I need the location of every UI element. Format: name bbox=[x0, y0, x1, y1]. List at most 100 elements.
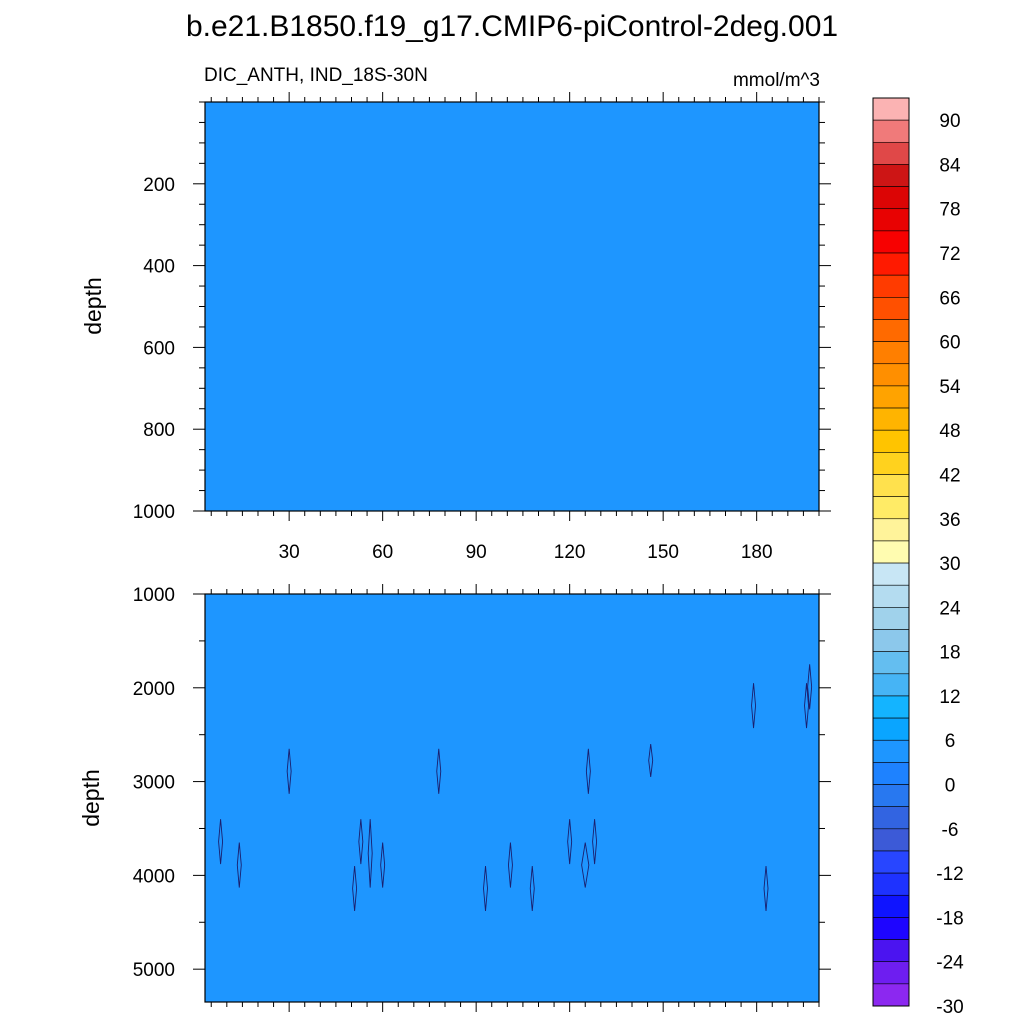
colorbar-swatch bbox=[872, 806, 910, 830]
colorbar-tick-label: 48 bbox=[939, 421, 960, 442]
colorbar-swatch bbox=[872, 164, 910, 187]
lower-contour-6 bbox=[380, 842, 386, 888]
colorbar-swatch bbox=[872, 341, 910, 365]
colorbar-swatch bbox=[872, 407, 910, 431]
lower-contour-16 bbox=[751, 683, 756, 729]
colorbar-swatch bbox=[872, 230, 910, 254]
colorbar-swatch bbox=[872, 983, 910, 1007]
colorbar-tick-label: -24 bbox=[936, 953, 964, 974]
lower-contour-2 bbox=[286, 748, 292, 794]
upper-x-tick-label: 180 bbox=[741, 542, 773, 563]
colorbar-tick-label: 72 bbox=[939, 244, 960, 265]
lower-contour-11 bbox=[567, 819, 573, 865]
colorbar-swatch bbox=[872, 429, 910, 453]
figure-title: b.e21.B1850.f19_g17.CMIP6-piControl-2deg… bbox=[186, 10, 838, 43]
colorbar-swatch bbox=[872, 673, 910, 697]
colorbar-swatch bbox=[872, 762, 910, 785]
colorbar-tick-label: 36 bbox=[939, 510, 960, 531]
lower-contour-0 bbox=[218, 819, 224, 865]
upper-y-tick-label: 600 bbox=[143, 338, 175, 359]
colorbar-tick-label: 66 bbox=[939, 288, 960, 309]
lower-contour-17 bbox=[763, 865, 769, 912]
lower-y-tick-label: 4000 bbox=[133, 866, 175, 887]
lower-field-fill bbox=[205, 594, 819, 1002]
colorbar-swatch bbox=[872, 319, 910, 342]
upper-x-tick-label: 150 bbox=[647, 542, 679, 563]
lower-contour-8 bbox=[483, 865, 488, 912]
colorbar-swatch bbox=[872, 917, 910, 940]
colorbar-swatch bbox=[872, 784, 910, 807]
lower-contour-5 bbox=[367, 819, 373, 888]
colorbar-swatch bbox=[872, 717, 910, 741]
lower-y-tick-label: 5000 bbox=[133, 960, 175, 981]
colorbar-swatch bbox=[872, 252, 910, 276]
colorbar-swatch bbox=[872, 97, 910, 121]
colorbar-tick-label: 24 bbox=[939, 598, 961, 619]
colorbar-tick-label: -18 bbox=[936, 908, 963, 929]
colorbar-swatch bbox=[872, 186, 910, 210]
colorbar-tick-label: 84 bbox=[939, 155, 961, 176]
colorbar-swatch bbox=[872, 540, 910, 564]
upper-panel: 30 60 90 120 150 180 200 400 600 800 1000 bbox=[133, 92, 831, 563]
colorbar-tick-label: 60 bbox=[939, 333, 960, 354]
colorbar: 908478726660544842363024181260-6-12-18-2… bbox=[872, 97, 964, 1018]
colorbar-swatch bbox=[872, 385, 910, 409]
colorbar-swatch bbox=[872, 474, 910, 497]
colorbar-swatch bbox=[872, 629, 910, 652]
colorbar-swatch bbox=[872, 828, 910, 852]
colorbar-swatch bbox=[872, 584, 910, 608]
colorbar-swatch bbox=[872, 894, 910, 918]
upper-x-tick-label: 120 bbox=[554, 542, 586, 563]
lower-contour-19 bbox=[807, 664, 813, 710]
colorbar-swatch bbox=[872, 297, 910, 320]
colorbar-tick-label: 90 bbox=[939, 111, 960, 132]
upper-x-tick-label: 60 bbox=[372, 542, 393, 563]
lower-contour-9 bbox=[507, 842, 513, 888]
colorbar-tick-label: -6 bbox=[942, 820, 959, 841]
colorbar-swatch bbox=[872, 872, 910, 896]
colorbar-swatch bbox=[872, 695, 910, 719]
panel-units-label: mmol/m^3 bbox=[733, 70, 820, 91]
colorbar-tick-label: 18 bbox=[939, 643, 960, 664]
lower-contour-10 bbox=[529, 865, 535, 912]
lower-contour-7 bbox=[436, 748, 442, 794]
colorbar-tick-label: 6 bbox=[945, 731, 956, 752]
colorbar-swatch bbox=[872, 939, 910, 963]
colorbar-swatch bbox=[872, 274, 910, 298]
lower-plot-frame bbox=[204, 593, 820, 1003]
lower-y-tick-label: 1000 bbox=[133, 585, 175, 606]
upper-y-tick-label: 400 bbox=[143, 257, 175, 278]
colorbar-frame bbox=[872, 97, 910, 1007]
colorbar-swatch bbox=[872, 961, 910, 985]
colorbar-swatch bbox=[872, 119, 910, 143]
colorbar-tick-label: 54 bbox=[939, 377, 961, 398]
colorbar-swatch bbox=[872, 363, 910, 387]
colorbar-tick-label: -12 bbox=[936, 864, 963, 885]
colorbar-swatch bbox=[872, 496, 910, 520]
panel-left-label: DIC_ANTH, IND_18S-30N bbox=[204, 65, 428, 86]
lower-contour-1 bbox=[236, 842, 242, 888]
upper-y-tick-label: 800 bbox=[143, 420, 175, 441]
colorbar-tick-label: 78 bbox=[939, 200, 960, 221]
colorbar-tick-label: 42 bbox=[939, 465, 960, 486]
upper-y-tick-label: 1000 bbox=[133, 502, 175, 523]
colorbar-swatch bbox=[872, 518, 910, 542]
colorbar-tick-label: 12 bbox=[939, 687, 960, 708]
lower-panel: 1000 2000 3000 4000 5000 bbox=[133, 584, 831, 1012]
colorbar-swatch bbox=[872, 141, 910, 165]
lower-contour-15 bbox=[648, 744, 654, 777]
upper-y-tick-label: 200 bbox=[143, 175, 175, 196]
lower-contour-20 bbox=[823, 796, 827, 841]
colorbar-swatch bbox=[872, 208, 910, 232]
upper-field-fill bbox=[205, 102, 819, 511]
upper-x-tick-label: 90 bbox=[466, 542, 487, 563]
colorbar-swatch bbox=[872, 651, 910, 675]
lower-contour-14 bbox=[592, 819, 598, 865]
lower-contour-3 bbox=[352, 865, 358, 912]
upper-y-axis-label: depth bbox=[80, 277, 106, 335]
lower-y-axis-label: depth bbox=[78, 769, 104, 827]
colorbar-swatch bbox=[872, 562, 910, 586]
colorbar-swatch bbox=[872, 850, 910, 874]
lower-contour-18 bbox=[804, 683, 809, 729]
upper-x-tick-label: 30 bbox=[279, 542, 300, 563]
